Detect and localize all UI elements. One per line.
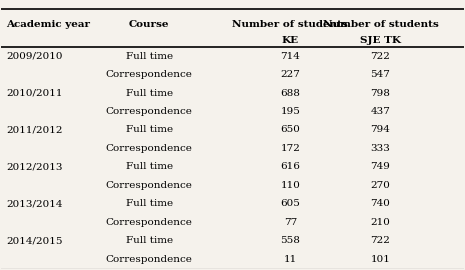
- Text: Correspondence: Correspondence: [106, 255, 193, 264]
- Text: 2012/2013: 2012/2013: [6, 163, 62, 171]
- Text: 172: 172: [280, 144, 300, 153]
- Text: Course: Course: [129, 20, 170, 29]
- Text: 437: 437: [371, 107, 390, 116]
- Text: 101: 101: [371, 255, 390, 264]
- Text: 798: 798: [371, 89, 390, 97]
- Text: 794: 794: [371, 126, 390, 134]
- Text: 2013/2014: 2013/2014: [6, 200, 62, 208]
- Text: 749: 749: [371, 163, 390, 171]
- Text: 2011/2012: 2011/2012: [6, 126, 62, 134]
- Text: Full time: Full time: [126, 237, 173, 245]
- Text: Number of students: Number of students: [232, 20, 348, 29]
- Text: 2009/2010: 2009/2010: [6, 52, 62, 60]
- Text: 270: 270: [371, 181, 390, 190]
- Text: 558: 558: [280, 237, 300, 245]
- Text: 333: 333: [371, 144, 390, 153]
- Text: 210: 210: [371, 218, 390, 227]
- Text: Correspondence: Correspondence: [106, 107, 193, 116]
- Text: 77: 77: [284, 218, 297, 227]
- Text: SJE TK: SJE TK: [360, 36, 401, 45]
- Text: 195: 195: [280, 107, 300, 116]
- Text: 722: 722: [371, 237, 390, 245]
- Text: 688: 688: [280, 89, 300, 97]
- Text: Full time: Full time: [126, 200, 173, 208]
- Text: Full time: Full time: [126, 89, 173, 97]
- Text: Academic year: Academic year: [6, 20, 90, 29]
- Text: 547: 547: [371, 70, 390, 79]
- Text: 110: 110: [280, 181, 300, 190]
- Text: 650: 650: [280, 126, 300, 134]
- Text: Correspondence: Correspondence: [106, 144, 193, 153]
- Text: 714: 714: [280, 52, 300, 60]
- Text: 605: 605: [280, 200, 300, 208]
- Text: KE: KE: [282, 36, 299, 45]
- Text: Full time: Full time: [126, 126, 173, 134]
- Text: 616: 616: [280, 163, 300, 171]
- Text: Correspondence: Correspondence: [106, 218, 193, 227]
- Text: 722: 722: [371, 52, 390, 60]
- Text: Correspondence: Correspondence: [106, 181, 193, 190]
- Text: 2014/2015: 2014/2015: [6, 237, 62, 245]
- Text: Full time: Full time: [126, 163, 173, 171]
- Text: 227: 227: [280, 70, 300, 79]
- Text: 2010/2011: 2010/2011: [6, 89, 62, 97]
- Text: Full time: Full time: [126, 52, 173, 60]
- Text: 11: 11: [284, 255, 297, 264]
- Text: 740: 740: [371, 200, 390, 208]
- Text: Correspondence: Correspondence: [106, 70, 193, 79]
- Text: Number of students: Number of students: [323, 20, 438, 29]
